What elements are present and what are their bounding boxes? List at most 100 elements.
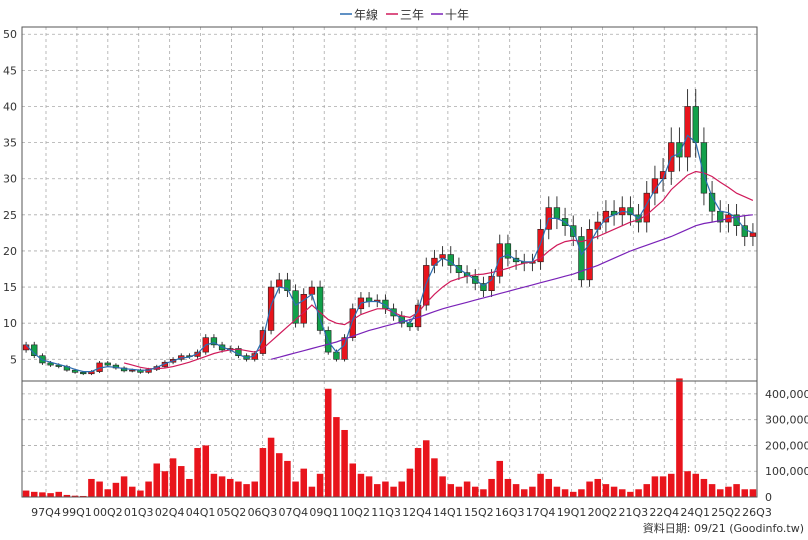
volume-bar [512,484,520,497]
volume-bar [431,458,438,497]
volume-bar [676,378,683,497]
volume-bar [463,481,471,497]
x-tick-label: 20Q2 [588,506,618,519]
volume-bar [716,489,724,497]
candle-body [284,279,291,291]
volume-bar [594,478,602,497]
volume-bar [529,486,536,497]
candle-body [488,275,495,291]
x-tick-label: 10Q2 [340,506,370,519]
price-tick-label: 40 [3,100,17,113]
volume-axis-ticks: 0 100,000 200,000 300,000 400,000 [765,388,808,504]
candle-body [733,214,740,226]
x-tick-label: 04Q1 [186,506,216,519]
volume-bar [643,484,651,497]
x-tick-label: 19Q1 [557,506,587,519]
volume-bar [210,473,218,497]
volume-bar [267,437,275,497]
volume-bar [235,481,242,497]
price-tick-label: 5 [10,353,17,366]
volume-bar [553,486,561,497]
source-annotation: 資料日期: 09/21 (Goodinfo.tw) [643,521,804,535]
volume-bar [71,495,79,497]
price-tick-label: 15 [3,281,17,294]
volume-bar [153,463,161,497]
volume-bar [341,429,348,497]
candle-body [349,308,356,338]
volume-bar [96,481,103,497]
candle-body [292,290,299,324]
x-axis-ticks: 97Q4 99Q1 00Q2 01Q3 02Q4 04Q1 05Q2 06Q3 07Q4 09Q1… [31,506,772,519]
volume-bar [667,473,675,497]
volume-bar [610,486,618,497]
volume-bar [398,481,406,497]
x-tick-label: 09Q1 [309,506,339,519]
candle-body [553,207,561,219]
candle-body [700,142,708,194]
candle-body [333,351,340,360]
volume-bar [659,476,667,497]
price-tick-label: 10 [3,317,17,330]
x-tick-label: 12Q4 [402,506,432,519]
x-tick-label: 05Q2 [217,506,247,519]
candle-body [643,192,650,223]
candle-body [749,232,757,237]
volume-bar [316,473,324,497]
volume-bar [602,484,610,497]
ma-year-line [25,134,754,373]
x-tick-label: 24Q1 [680,506,710,519]
volume-bar [300,468,308,497]
candle-body [308,286,316,295]
volume-bar [120,476,128,497]
volume-bar [373,484,381,497]
candle-body [47,362,54,366]
candle-body [267,286,275,331]
volume-bar [324,388,332,497]
volume-panel-frame [21,380,758,498]
volume-bar [733,484,740,497]
x-tick-label: 21Q3 [619,506,649,519]
volume-bar [537,473,544,497]
volume-tick-label: 100,000 [765,465,808,478]
price-tick-label: 45 [3,64,17,77]
candle-body [537,228,544,263]
volume-bar [651,476,659,497]
volume-bar [447,484,455,497]
candle-body [684,106,691,158]
grid [22,27,758,497]
volume-bar [471,486,479,497]
volume-bar [635,489,642,497]
volume-bar [561,489,569,497]
price-tick-label: 30 [3,173,17,186]
volume-bar [480,489,487,497]
volume-bar [55,491,63,497]
candle-body [627,207,634,216]
x-tick-label: 11Q3 [371,506,401,519]
x-tick-label: 01Q3 [124,506,154,519]
volume-bar [194,448,201,497]
volume-bar [292,481,299,497]
legend-label-3y: 三年 [400,8,424,22]
candle-body [55,364,62,367]
x-tick-label: 07Q4 [278,506,308,519]
volume-bar [414,448,422,497]
candle-body [480,283,487,291]
volume-tick-label: 200,000 [765,439,808,452]
x-tick-label: 02Q4 [155,506,185,519]
candle-body [210,337,218,346]
volume-bar [504,478,512,497]
volume-bar [520,489,528,497]
candle-body [259,330,267,354]
volume-bar [545,478,553,497]
volume-bar [186,478,193,497]
ma-10y-line [270,214,753,360]
x-tick-label: 22Q4 [649,506,679,519]
candle-body [692,106,699,143]
price-tick-label: 20 [3,245,17,258]
candle-body [71,369,79,373]
price-tick-label: 25 [3,209,17,222]
volume-bar [692,473,700,497]
candle-body [586,228,593,281]
legend-label-10y: 十年 [445,8,469,22]
